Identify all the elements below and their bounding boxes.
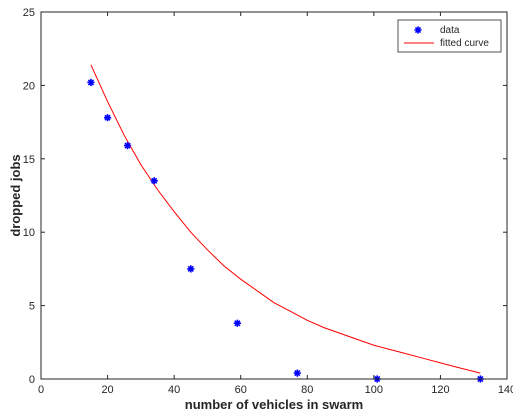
x-axis-label: number of vehicles in swarm: [185, 397, 363, 412]
y-tick-label: 5: [29, 301, 35, 313]
x-tick-label: 80: [301, 384, 313, 396]
data-point: [103, 114, 112, 122]
data-point: [187, 265, 195, 273]
x-tick-label: 100: [365, 384, 383, 396]
data-point: [123, 141, 132, 150]
data-point: [233, 319, 241, 327]
y-tick-label: 20: [23, 80, 35, 92]
y-axis-label: dropped jobs: [8, 154, 23, 236]
x-tick-label: 60: [235, 384, 247, 396]
data-point: [87, 78, 95, 87]
y-tick-label: 25: [23, 7, 35, 19]
y-tick-label: 10: [23, 227, 35, 239]
legend-data-marker: [414, 26, 422, 34]
x-tick-label: 20: [101, 384, 113, 396]
legend-label-fitted-curve: fitted curve: [440, 38, 489, 49]
fitted-curve-line: [90, 64, 481, 374]
x-axis-ticks: 0 20 40 60 80 100 120 140: [38, 12, 513, 396]
fitted-curve-layer: [90, 64, 481, 374]
y-tick-label: 15: [23, 154, 35, 166]
legend-label-data: data: [440, 25, 460, 36]
data-point: [150, 177, 158, 185]
y-tick-label: 0: [29, 374, 35, 386]
legend: data fitted curve: [397, 19, 502, 53]
legend-box: [397, 19, 502, 53]
data-point: [293, 369, 301, 377]
plot-frame: [40, 11, 508, 380]
x-tick-label: 120: [431, 384, 449, 396]
legend-asterisk-icon: [414, 26, 422, 34]
y-axis-ticks: 0 5 10 15 20 25: [23, 7, 507, 386]
x-tick-label: 40: [168, 384, 180, 396]
x-tick-label: 0: [38, 384, 44, 396]
x-tick-label: 140: [498, 384, 513, 396]
